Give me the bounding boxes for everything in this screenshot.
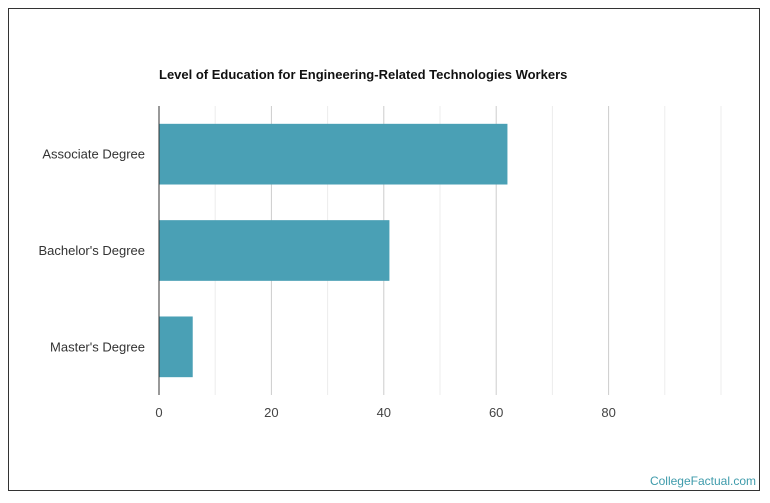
- source-watermark[interactable]: CollegeFactual.com: [649, 474, 756, 488]
- x-tick-label: 60: [489, 405, 503, 420]
- bars: [159, 123, 508, 378]
- category-label: Associate Degree: [42, 147, 145, 162]
- category-label: Bachelor's Degree: [38, 243, 145, 258]
- axis-labels: Associate Degree Bachelor's Degree Master'…: [38, 147, 615, 420]
- bar-associate-degree[interactable]: [159, 123, 508, 185]
- x-tick-label: 80: [601, 405, 615, 420]
- category-label: Master's Degree: [50, 339, 145, 354]
- bar-bachelor-s-degree[interactable]: [159, 220, 390, 281]
- x-tick-label: 40: [377, 405, 391, 420]
- bar-master-s-degree[interactable]: [159, 316, 193, 378]
- x-tick-label: 20: [264, 405, 278, 420]
- chart-title: Level of Education for Engineering-Relat…: [159, 67, 568, 82]
- x-tick-label: 0: [155, 405, 162, 420]
